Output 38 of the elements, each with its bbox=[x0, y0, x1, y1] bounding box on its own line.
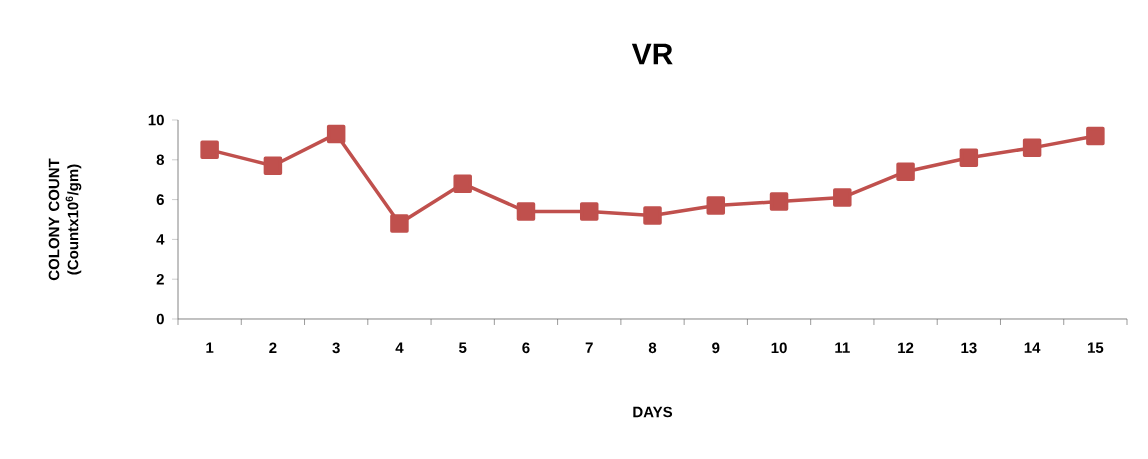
point bbox=[706, 196, 726, 215]
x-tick-label: 7 bbox=[585, 342, 593, 353]
x-tick-label: 6 bbox=[522, 342, 530, 354]
x-tick-label: 3 bbox=[332, 342, 340, 354]
point bbox=[833, 188, 852, 207]
point bbox=[579, 202, 599, 221]
point bbox=[200, 140, 219, 160]
x-tick-label: 14 bbox=[1024, 342, 1041, 353]
point bbox=[769, 192, 789, 211]
x-tick-label: 1 bbox=[206, 342, 214, 353]
x-tick-label: 12 bbox=[898, 342, 914, 353]
x-tick-label: 2 bbox=[269, 342, 277, 353]
x-tick-label: 15 bbox=[1087, 342, 1104, 353]
point bbox=[453, 174, 472, 193]
point bbox=[1022, 138, 1042, 158]
point bbox=[959, 148, 979, 168]
point bbox=[390, 214, 409, 233]
point bbox=[516, 202, 536, 221]
y-tick-label: 10 bbox=[148, 114, 164, 126]
x-tick-label: 9 bbox=[712, 342, 720, 354]
point bbox=[643, 206, 662, 225]
y-tick-label: 8 bbox=[156, 154, 165, 166]
chart-title: VR bbox=[631, 43, 673, 65]
y-tick-label: 0 bbox=[156, 313, 164, 325]
x-tick-label: 4 bbox=[395, 342, 404, 353]
x-tick-label: 8 bbox=[648, 342, 657, 354]
y-tick-label: 6 bbox=[156, 194, 164, 205]
x-axis-title: DAYS bbox=[633, 406, 673, 418]
point bbox=[326, 124, 346, 144]
x-tick-label: 11 bbox=[835, 342, 850, 353]
x-tick-label: 13 bbox=[961, 342, 977, 354]
point bbox=[1086, 126, 1105, 146]
y-tick-label: 4 bbox=[156, 234, 165, 245]
x-tick-label: 5 bbox=[459, 342, 467, 353]
point bbox=[263, 156, 283, 176]
point bbox=[896, 162, 915, 181]
x-tick-label: 10 bbox=[771, 342, 787, 354]
y-tick-label: 2 bbox=[156, 273, 164, 285]
